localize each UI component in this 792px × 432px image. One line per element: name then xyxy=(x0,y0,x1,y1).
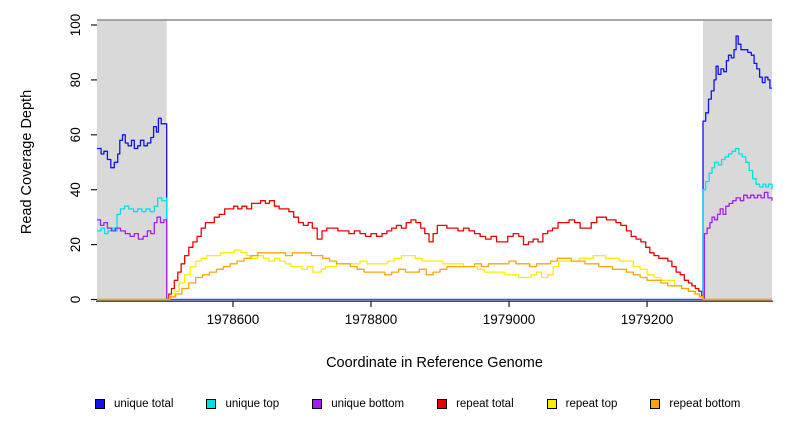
x-tick-label: 1978600 xyxy=(207,312,260,327)
y-tick-label: 60 xyxy=(68,127,83,142)
y-tick-label: 80 xyxy=(68,72,83,87)
x-tick-label: 1979200 xyxy=(621,312,674,327)
legend-item-unique-bottom: unique bottom xyxy=(312,398,404,410)
x-tick-label: 1979000 xyxy=(483,312,536,327)
legend-swatch xyxy=(312,399,323,409)
legend-label: repeat bottom xyxy=(669,398,741,410)
legend: unique total unique top unique bottom repea… xyxy=(95,398,740,410)
series-repeat-total xyxy=(97,200,772,301)
legend-item-unique-total: unique total xyxy=(95,398,173,410)
series-repeat-top xyxy=(97,249,772,301)
legend-item-repeat-bottom: repeat bottom xyxy=(650,398,740,410)
x-axis-title: Coordinate in Reference Genome xyxy=(326,355,543,371)
legend-label: unique bottom xyxy=(331,398,405,410)
legend-swatch xyxy=(437,399,448,409)
series-unique-bottom xyxy=(97,191,773,301)
legend-label: repeat total xyxy=(456,398,514,410)
y-tick-label: 40 xyxy=(68,182,83,197)
y-tick-label: 100 xyxy=(68,14,83,37)
legend-swatch xyxy=(206,399,217,409)
legend-swatch xyxy=(95,399,105,409)
legend-item-repeat-total: repeat total xyxy=(437,398,514,410)
legend-label: unique top xyxy=(225,398,280,410)
series-repeat-bottom xyxy=(97,252,772,301)
y-axis-title: Read Coverage Depth xyxy=(19,89,35,235)
x-tick-label: 1978800 xyxy=(345,312,398,327)
legend-label: unique total xyxy=(114,398,174,410)
shaded-region-right-flank xyxy=(702,20,772,301)
legend-item-repeat-top: repeat top xyxy=(546,398,618,410)
legend-swatch xyxy=(546,399,557,409)
shaded-region-left-flank xyxy=(97,20,167,301)
legend-swatch xyxy=(650,399,661,409)
legend-item-unique-top: unique top xyxy=(206,398,279,410)
series-unique-top xyxy=(97,147,773,301)
y-tick-label: 20 xyxy=(68,237,83,252)
legend-label: repeat top xyxy=(565,398,618,410)
y-tick-label: 0 xyxy=(68,296,83,304)
series-unique-total xyxy=(97,35,772,301)
